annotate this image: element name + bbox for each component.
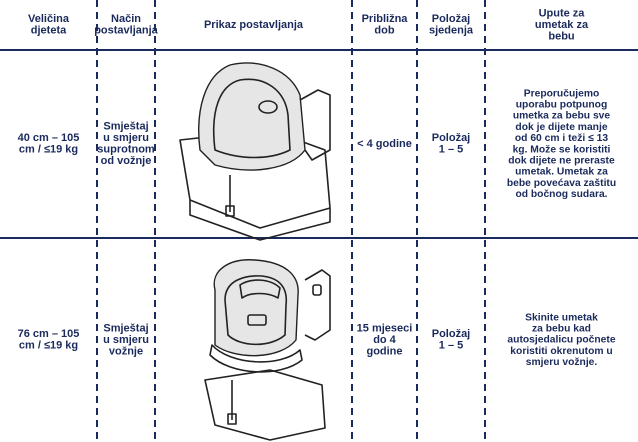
cell-text: Veličina [28, 13, 70, 25]
cell-text: cm / ≤19 kg [19, 144, 78, 156]
cell-text: 40 cm – 105 [18, 132, 80, 144]
cell-text: Položaj [432, 132, 471, 144]
cell-text: smjeru vožnje. [526, 357, 598, 368]
cell-text: dok je dijete manje [515, 122, 607, 133]
cell-text: za bebu kad [532, 324, 591, 335]
cell-text: Prikaz postavljanja [204, 19, 304, 31]
cell-text: dob [374, 25, 394, 37]
cell-text: < 4 godine [357, 138, 412, 150]
cell-text: Preporučujemo [524, 88, 600, 99]
cell-text: cm / ≤19 kg [19, 340, 78, 352]
seat-rear-facing-illustration [179, 62, 331, 241]
cell-text: od bočnog sudara. [515, 189, 607, 200]
cell-text: Smještaj [103, 322, 148, 334]
cell-text: Približna [362, 13, 409, 25]
seat-forward-facing-illustration [204, 259, 331, 441]
cell-text: koristiti okrenutom u [510, 346, 612, 357]
cell-text: od 60 cm i teži ≤ 13 [515, 133, 608, 144]
cell-text: bebe povećava zaštitu [507, 178, 616, 189]
cell-text: umetak za [535, 19, 589, 31]
cell-text: godine [366, 345, 402, 357]
cell-text: u smjeru [103, 334, 149, 346]
cell-text: kg. Može se koristiti [513, 144, 611, 155]
cell-text: sjedenja [429, 25, 474, 37]
cell-text: od vožnje [101, 155, 152, 167]
cell-text: dok dijete ne preraste [508, 156, 615, 167]
cell-text: 15 mjeseci [357, 322, 413, 334]
cell-text: uporabu potpunog [516, 100, 608, 111]
cell-text: Skinite umetak [525, 312, 598, 323]
cell-text: postavljanja [94, 25, 158, 37]
cell-text: Smještaj [103, 121, 148, 133]
cell-text: umetak. Umetak za [515, 167, 608, 178]
cell-text: 1 – 5 [439, 340, 463, 352]
cell-text: Upute za [539, 7, 586, 19]
cell-text: Položaj [432, 13, 471, 25]
cell-text: umetka za bebu sve [513, 111, 611, 122]
cell-text: autosjedalicu počnete [507, 335, 615, 346]
cell-text: Način [111, 13, 141, 25]
cell-text: bebu [548, 30, 574, 42]
cell-text: do 4 [373, 334, 396, 346]
cell-text: Položaj [432, 328, 471, 340]
cell-text: vožnje [109, 345, 143, 357]
cell-text: u smjeru [103, 132, 149, 144]
cell-text: djeteta [31, 25, 67, 37]
cell-text: 1 – 5 [439, 144, 463, 156]
cell-text: 76 cm – 105 [18, 328, 80, 340]
cell-text: suprotnom [97, 144, 155, 156]
